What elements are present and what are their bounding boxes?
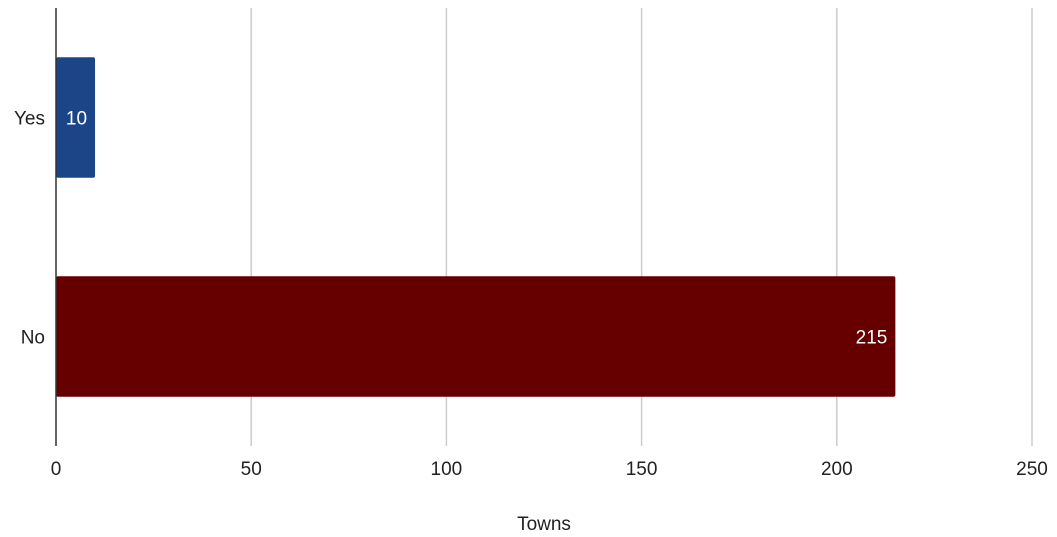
category-label: Yes: [14, 109, 45, 130]
x-tick-label: 100: [431, 459, 463, 480]
bar-no: [56, 276, 896, 397]
data-label: 10: [66, 109, 87, 130]
x-tick-label: 50: [241, 459, 262, 480]
x-axis-ticks: 0 50 100 150 200 250: [51, 459, 1048, 480]
x-tick-label: 0: [51, 459, 62, 480]
x-tick-label: 200: [821, 459, 853, 480]
y-axis-categories: Yes No: [14, 109, 45, 349]
x-axis-title: Towns: [517, 514, 571, 535]
x-tick-label: 150: [626, 459, 658, 480]
category-label: No: [21, 328, 45, 349]
bars: 10 215: [56, 57, 896, 397]
bar-yes: [56, 57, 96, 178]
x-tick-label: 250: [1016, 459, 1048, 480]
data-label: 215: [856, 328, 888, 349]
